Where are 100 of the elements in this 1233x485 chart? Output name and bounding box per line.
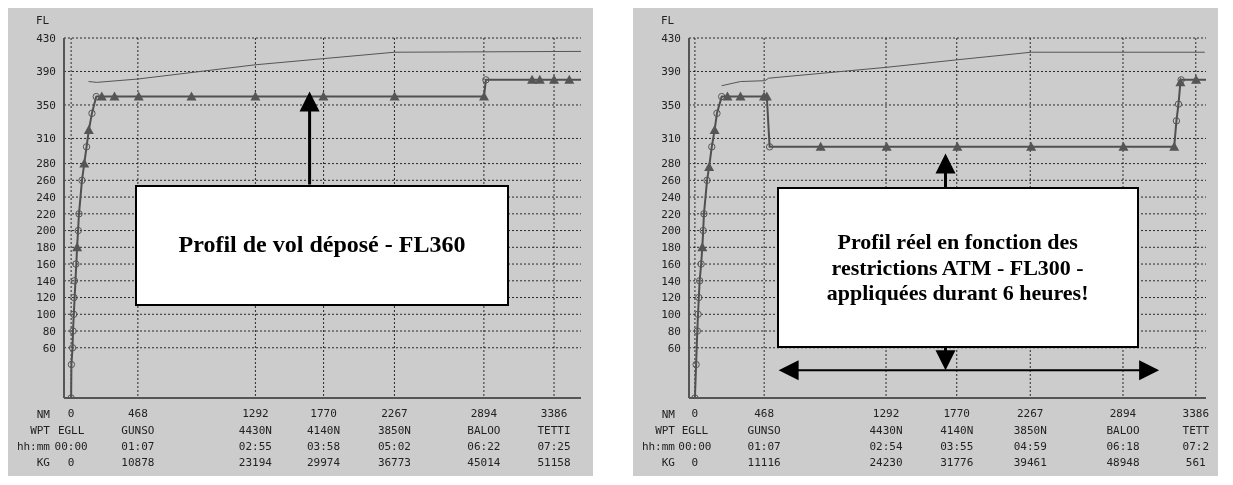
point: [72, 260, 80, 268]
point: [82, 143, 91, 151]
y-tick-label: 180: [661, 241, 681, 255]
text: 4430N: [238, 423, 272, 439]
point: [79, 158, 90, 168]
point: [709, 125, 720, 135]
y-tick-label: 200: [661, 224, 681, 238]
text: 03:55: [940, 439, 974, 455]
y-tick-label: 120: [36, 291, 56, 305]
point: [708, 143, 716, 151]
y-tick-label: 60: [667, 341, 681, 355]
y-axis-title: FL: [36, 14, 50, 27]
y-axis-title: FL: [661, 14, 675, 27]
text: 4430N: [869, 423, 903, 439]
text: TETT: [1182, 423, 1210, 439]
point: [722, 91, 733, 101]
y-tick-label: 160: [36, 257, 56, 271]
y-tick-label: 280: [36, 157, 56, 171]
x-tick-label: 468: [127, 407, 148, 420]
y-tick-label: 240: [36, 190, 56, 204]
line-series: [88, 50, 581, 83]
x-tick-label: 2894: [470, 407, 498, 420]
point: [527, 74, 538, 84]
point: [68, 344, 77, 352]
text: hh:mm: [641, 439, 675, 455]
point: [92, 92, 100, 101]
point: [1174, 100, 1183, 108]
point: [692, 360, 700, 369]
point: [88, 109, 96, 118]
text: EGLL: [57, 423, 85, 439]
point: [96, 91, 107, 101]
y-tick-label: 350: [661, 98, 681, 112]
text: 24230: [869, 455, 903, 471]
text: 39461: [1013, 455, 1047, 471]
y-tick-label: 350: [36, 98, 56, 112]
text: 48948: [1106, 455, 1140, 471]
y-tick-label: 220: [661, 207, 681, 221]
y-tick-label: 220: [36, 207, 56, 221]
text: 06:18: [1106, 439, 1140, 455]
point: [70, 277, 79, 285]
point: [1118, 141, 1129, 151]
point: [1169, 141, 1180, 151]
x-axis-title: NM: [661, 407, 675, 423]
point: [735, 91, 746, 101]
point: [69, 327, 77, 335]
text: 45014: [467, 455, 501, 471]
point: [1026, 141, 1037, 151]
point: [1172, 117, 1181, 125]
x-axis-title: NM: [36, 407, 50, 423]
y-tick-label: 60: [42, 341, 56, 355]
y-tick-label: 310: [36, 132, 56, 146]
point: [70, 310, 78, 318]
y-tick-label: 430: [661, 31, 681, 45]
annotation: Profil réel en fonction des restrictions ATM - FL300 - appliquées durant 6 heures!: [825, 229, 1090, 306]
point: [389, 91, 400, 101]
y-tick-label: 200: [36, 224, 56, 238]
line-series: [721, 51, 1206, 87]
point: [697, 242, 708, 252]
text: 0: [67, 455, 75, 471]
y-tick-label: 120: [661, 291, 681, 305]
y-tick-label: 80: [42, 324, 56, 338]
point: [549, 74, 560, 84]
text: 02:54: [869, 439, 903, 455]
point: [695, 277, 704, 285]
text: 07:25: [537, 439, 571, 455]
point: [952, 141, 963, 151]
point: [78, 176, 86, 185]
point: [695, 293, 703, 302]
text: BALOO: [467, 423, 501, 439]
point: [697, 260, 705, 268]
text: 0: [691, 455, 699, 471]
point: [564, 74, 575, 84]
text: KG: [661, 455, 675, 471]
annotation: Profil de vol déposé - FL360: [178, 231, 466, 259]
text: 29974: [307, 455, 341, 471]
x-tick-label: 0: [691, 407, 699, 420]
point: [72, 242, 83, 252]
y-tick-label: 240: [661, 190, 681, 204]
text: 06:22: [467, 439, 501, 455]
point: [1191, 74, 1202, 84]
text: WPT: [30, 423, 50, 439]
point: [318, 91, 329, 101]
text: 11116: [747, 455, 781, 471]
text: 3850N: [377, 423, 411, 439]
point: [534, 74, 545, 84]
y-tick-label: 140: [36, 274, 56, 288]
y-tick-label: 100: [661, 308, 681, 322]
y-tick-label: 430: [36, 31, 56, 45]
point: [693, 327, 701, 335]
text: 01:07: [747, 439, 781, 455]
x-tick-label: 3386: [540, 407, 568, 420]
text: 561: [1185, 455, 1206, 471]
point: [75, 210, 83, 218]
x-tick-label: 1292: [242, 407, 269, 420]
point: [479, 91, 490, 101]
point: [765, 143, 774, 151]
text: 04:59: [1013, 439, 1047, 455]
point: [482, 76, 490, 84]
y-tick-label: 280: [661, 157, 681, 171]
text: 03:58: [307, 439, 341, 455]
